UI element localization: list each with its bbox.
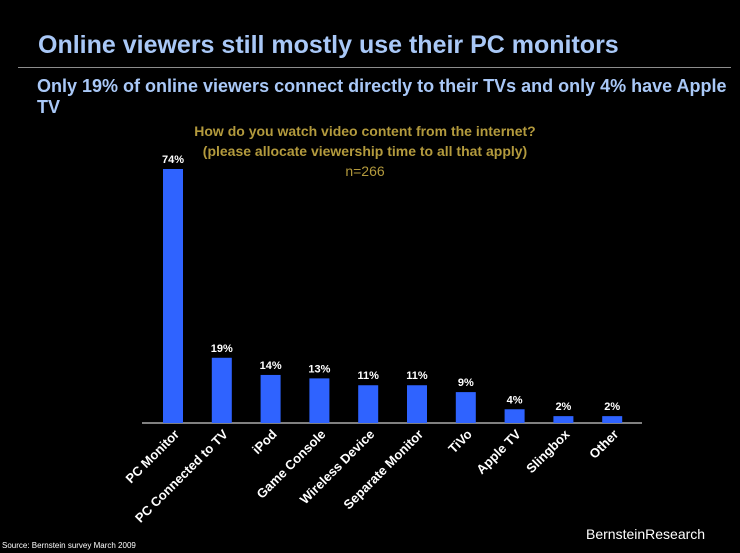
bar-separate-monitor	[407, 385, 427, 423]
value-label-other: 2%	[604, 401, 620, 413]
brand-logo-text: BernsteinResearch	[586, 526, 706, 542]
category-label-slingbox: Slingbox	[523, 426, 573, 476]
value-label-game-console: 13%	[308, 363, 330, 375]
bar-slingbox	[553, 416, 574, 423]
category-label-apple-tv: Apple TV	[473, 426, 524, 477]
bar-tivo	[455, 392, 476, 423]
question-line-2: (please allocate viewership time to all …	[202, 143, 528, 159]
question-line-1: How do you watch video content from the …	[194, 123, 536, 139]
value-label-pc-connected-to-tv: 19%	[211, 343, 233, 355]
bar-wireless-device	[358, 385, 379, 423]
bar-other	[602, 416, 623, 423]
chart-question: How do you watch video content from the …	[150, 121, 580, 181]
value-label-ipod: 14%	[260, 360, 282, 372]
value-label-wireless-device: 11%	[357, 370, 379, 382]
slide-subtitle: Only 19% of online viewers connect direc…	[37, 76, 727, 117]
value-label-apple-tv: 4%	[507, 394, 523, 406]
bar-pc-connected-to-tv	[211, 357, 232, 423]
sample-size: n=266	[345, 163, 385, 179]
bar-game-console	[309, 378, 330, 423]
value-labels-group: 74% 19% 14% 13% 11% 11% 9% 4% 2% 2%	[162, 154, 620, 413]
slide-title: Online viewers still mostly use their PC…	[38, 31, 619, 59]
value-label-slingbox: 2%	[555, 401, 571, 413]
value-label-separate-monitor: 11%	[406, 370, 428, 382]
title-divider	[18, 67, 731, 68]
bars-group	[163, 169, 623, 423]
category-label-ipod: iPod	[249, 426, 280, 457]
category-label-tivo: TiVo	[445, 426, 475, 456]
value-label-tivo: 9%	[458, 377, 474, 389]
category-label-pc-connected-to-tv: PC Connected to TV	[132, 426, 231, 525]
bar-pc-monitor	[163, 169, 183, 423]
value-label-pc-monitor: 74%	[162, 154, 184, 166]
bar-ipod	[260, 374, 281, 423]
category-label-other: Other	[586, 427, 621, 462]
bar-apple-tv	[504, 409, 525, 423]
source-note: Source: Bernstein survey March 2009	[2, 541, 136, 550]
